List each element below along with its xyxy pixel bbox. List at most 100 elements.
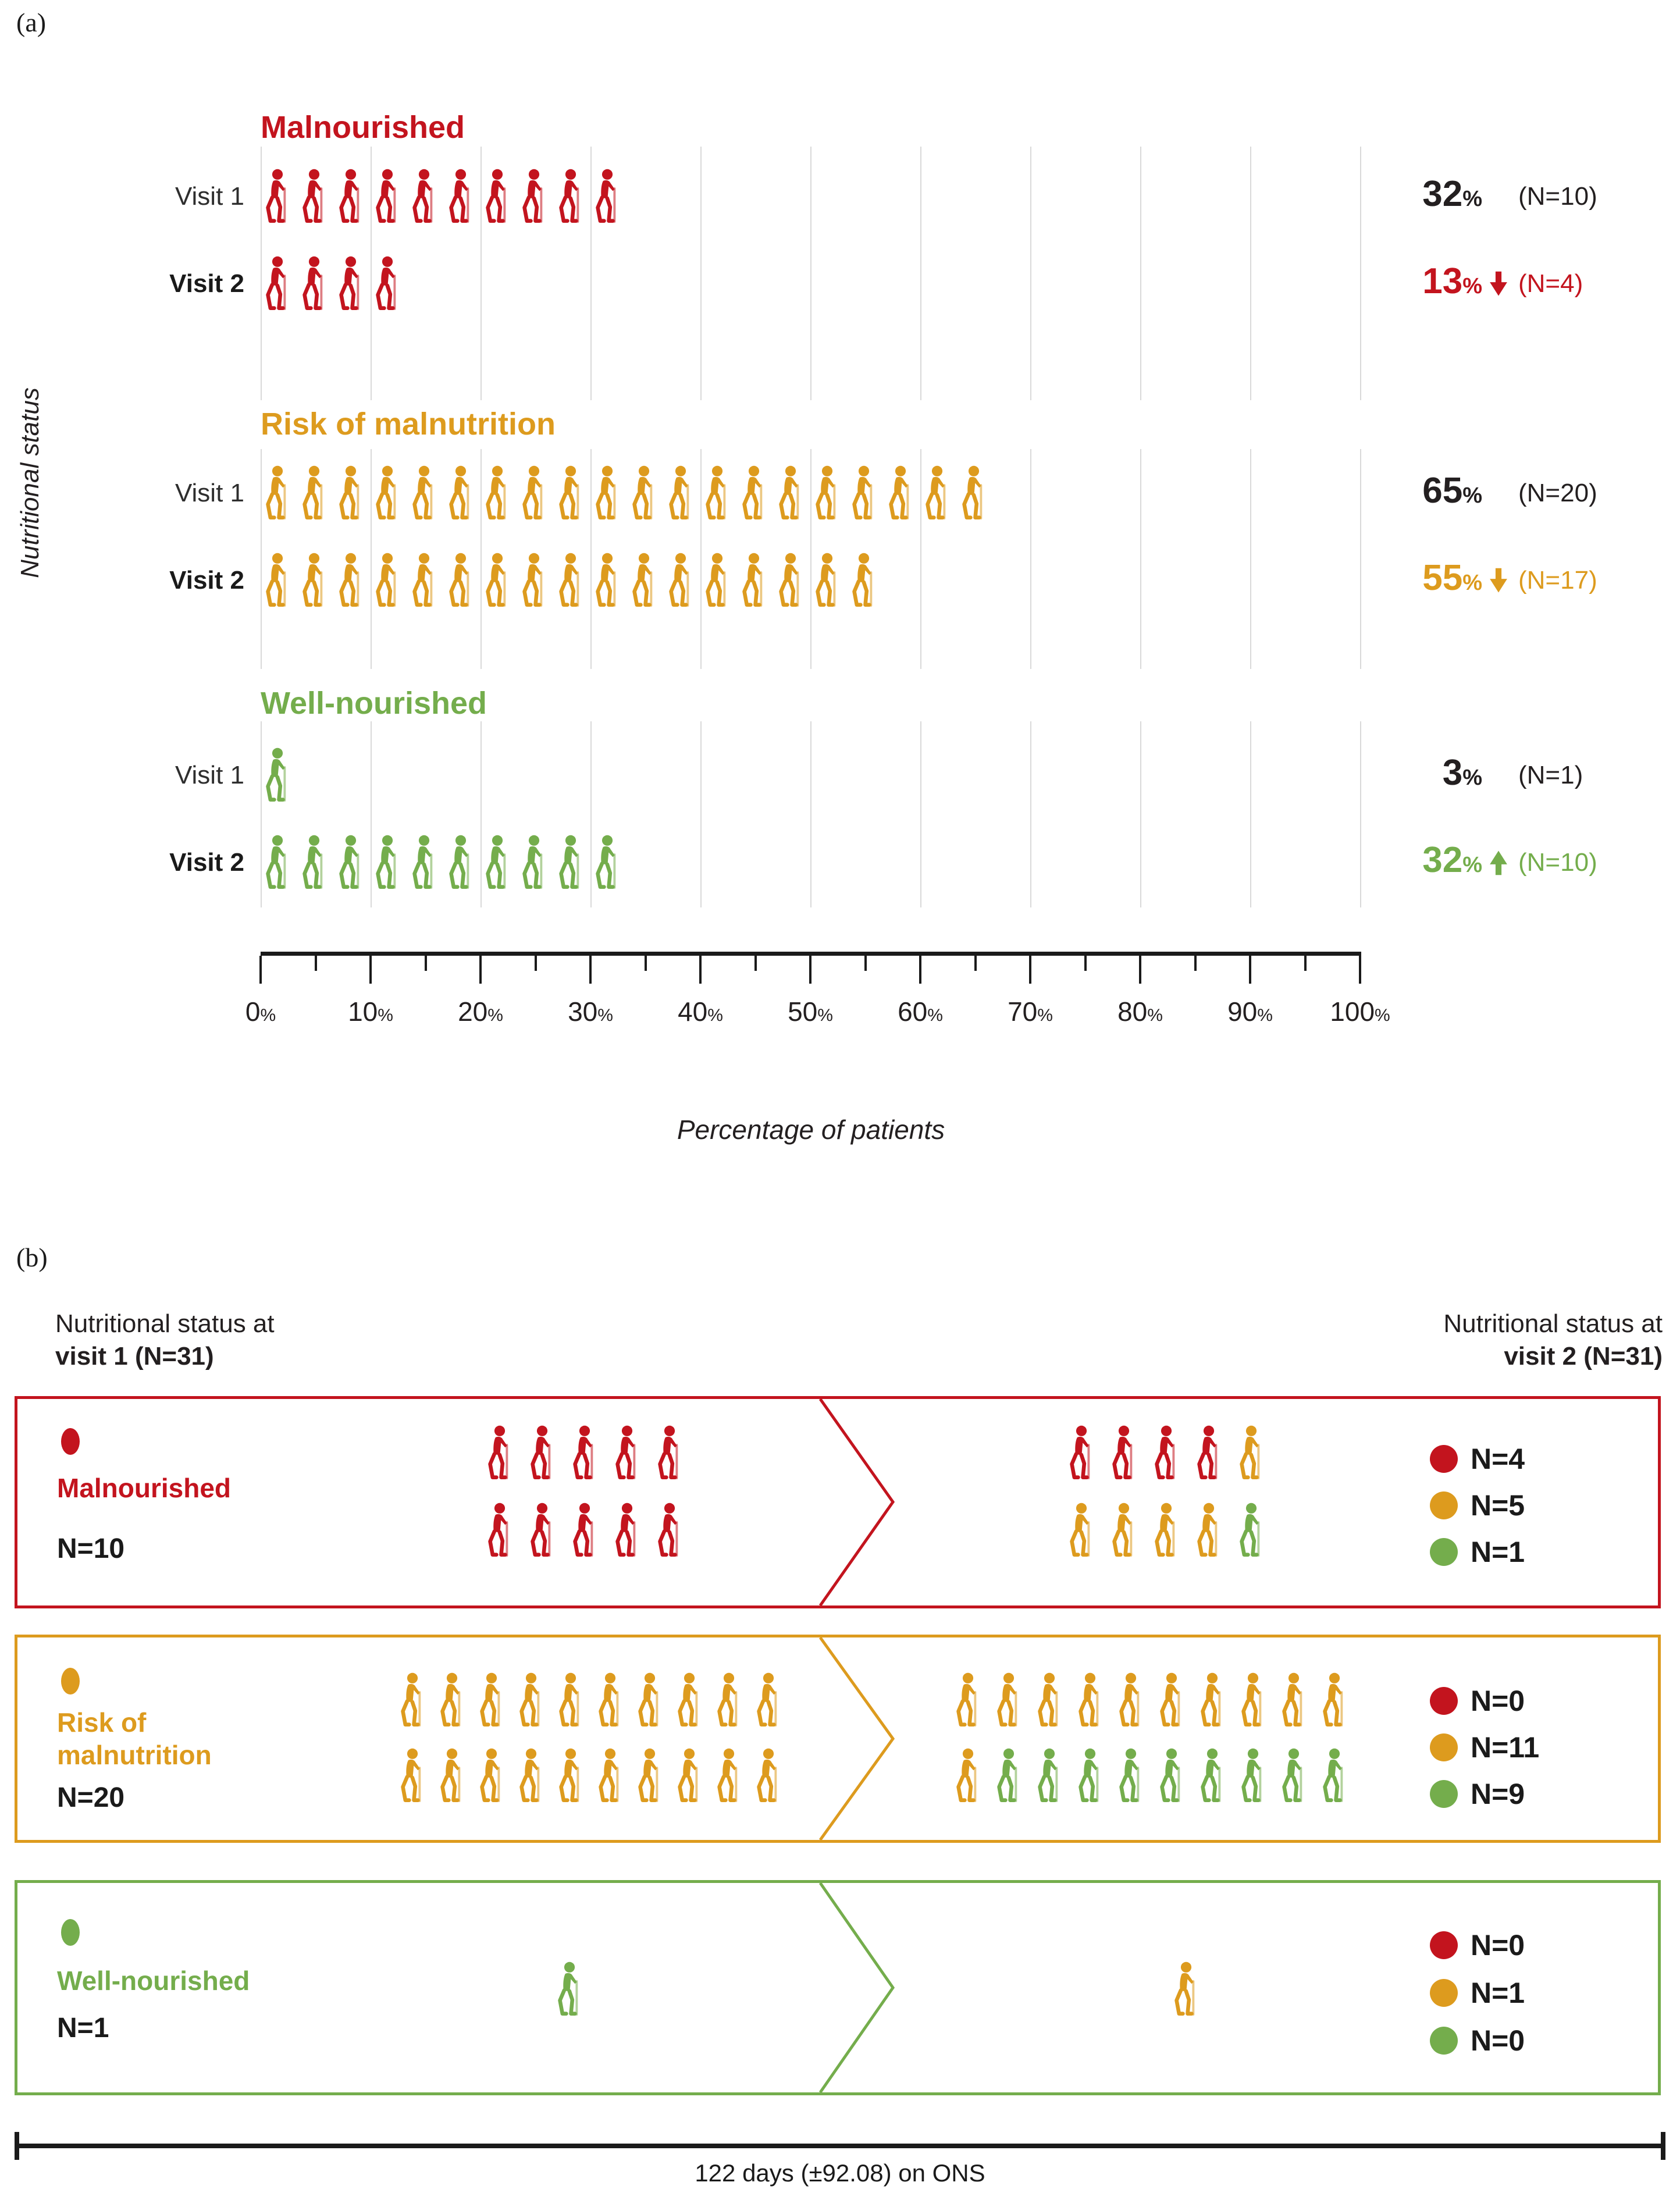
person-with-cane-icon [568,1503,601,1559]
flow-row-well: Well-nourished N=1 N=0 N=1 N=0 [15,1880,1661,2095]
row-marker-dot [61,1668,80,1695]
legend-label: N=9 [1471,1778,1525,1810]
pictogram-row [261,747,294,804]
stat-percent: 65% [1422,471,1482,511]
axis-tick [864,956,867,971]
person-with-cane-icon [261,465,294,522]
person-with-cane-icon [514,1748,548,1804]
person-with-cane-icon [1149,1425,1183,1482]
person-with-cane-icon [810,553,844,609]
person-with-cane-icon [297,553,331,609]
person-with-cane-icon [444,465,478,522]
person-with-cane-icon [1236,1672,1270,1729]
gridline [261,147,262,400]
person-with-cane-icon [371,835,404,891]
axis-ticks [259,956,1361,991]
gridline [920,721,921,907]
person-with-cane-icon [672,1748,706,1804]
visit-label: Visit 1 [175,479,244,507]
person-with-cane-icon [480,465,514,522]
person-with-cane-icon [554,1748,588,1804]
axis-tick-label: 40% [678,996,723,1027]
trend-arrow-icon [1489,849,1508,876]
person-with-cane-icon [480,553,514,609]
person-with-cane-icon [371,169,404,225]
visit2-header: Nutritional status at visit 2 (N=31) [1443,1309,1663,1370]
panel-a-label: (a) [16,8,47,37]
stat-line: 65% (N=20) [1401,471,1597,514]
person-with-cane-icon [261,553,294,609]
person-with-cane-icon [1155,1672,1188,1729]
legend-item: N=1 [1430,1535,1525,1569]
pictogram-row [261,553,881,609]
person-with-cane-icon [554,465,588,522]
gridline [480,449,482,669]
legend-dot [1430,2027,1458,2055]
legend-label: N=1 [1471,1536,1525,1568]
person-with-cane-icon [1065,1503,1098,1559]
person-with-cane-icon [1234,1503,1268,1559]
flow-row-malnourished: Malnourished N=10 N=4 N=5 N=1 [15,1396,1661,1608]
person-with-cane-icon [1318,1748,1351,1804]
person-with-cane-icon [261,169,294,225]
person-with-cane-icon [1155,1748,1188,1804]
axis-tick-label: 50% [788,996,833,1027]
person-with-cane-icon [568,1425,601,1482]
gridline [1360,449,1361,669]
person-with-cane-icon [884,465,917,522]
gridline [480,147,482,400]
duration-label: 122 days (±92.08) on ONS [695,2159,985,2187]
person-with-cane-icon [1114,1672,1148,1729]
person-with-cane-icon [1107,1425,1141,1482]
visit-label: Visit 2 [169,848,244,877]
person-with-cane-icon [371,465,404,522]
person-with-cane-icon [480,835,514,891]
person-with-cane-icon [480,169,514,225]
visit1-header: Nutritional status at visit 1 (N=31) [55,1309,275,1370]
gridline [700,147,702,400]
person-with-cane-icon [700,553,734,609]
visit-label: Visit 2 [169,566,244,595]
person-with-cane-icon [407,465,441,522]
pictogram-row [483,1425,686,1482]
person-with-cane-icon [672,1672,706,1729]
person-with-cane-icon [633,1748,667,1804]
legend-dot [1430,1733,1458,1761]
flow-chevron [818,1637,895,1840]
axis-tick [974,956,977,971]
stat-line: 13% (N=4) [1401,261,1583,305]
person-with-cane-icon [664,553,697,609]
legend-item: N=0 [1430,1928,1525,1962]
person-with-cane-icon [334,835,368,891]
gridline [810,147,811,400]
person-with-cane-icon [847,553,881,609]
gridline [1360,721,1361,907]
axis-tick [919,956,921,984]
person-with-cane-icon [407,553,441,609]
person-with-cane-icon [752,1672,785,1729]
row-n-label: N=20 [57,1782,125,1813]
gridline [261,721,262,907]
person-with-cane-icon [396,1672,429,1729]
legend-label: N=0 [1471,1929,1525,1962]
person-with-cane-icon [633,1672,667,1729]
stat-line: 32% (N=10) [1401,174,1597,218]
axis-tick-label: 30% [568,996,613,1027]
group-title-well: Well-nourished [261,686,487,721]
pictogram-row [261,835,624,891]
person-with-cane-icon [334,169,368,225]
legend-dot [1430,1538,1458,1566]
gridline [1250,147,1251,400]
stat-percent: 3% [1442,753,1482,793]
legend-dot [1430,1780,1458,1808]
person-with-cane-icon [261,835,294,891]
legend-label: N=1 [1471,1977,1525,2009]
gridline [1140,721,1141,907]
person-with-cane-icon [371,553,404,609]
person-with-cane-icon [1107,1503,1141,1559]
person-with-cane-icon [444,835,478,891]
legend-dot [1430,1931,1458,1959]
axis-tick-label: 80% [1117,996,1163,1027]
person-with-cane-icon [1149,1503,1183,1559]
person-with-cane-icon [1192,1503,1226,1559]
